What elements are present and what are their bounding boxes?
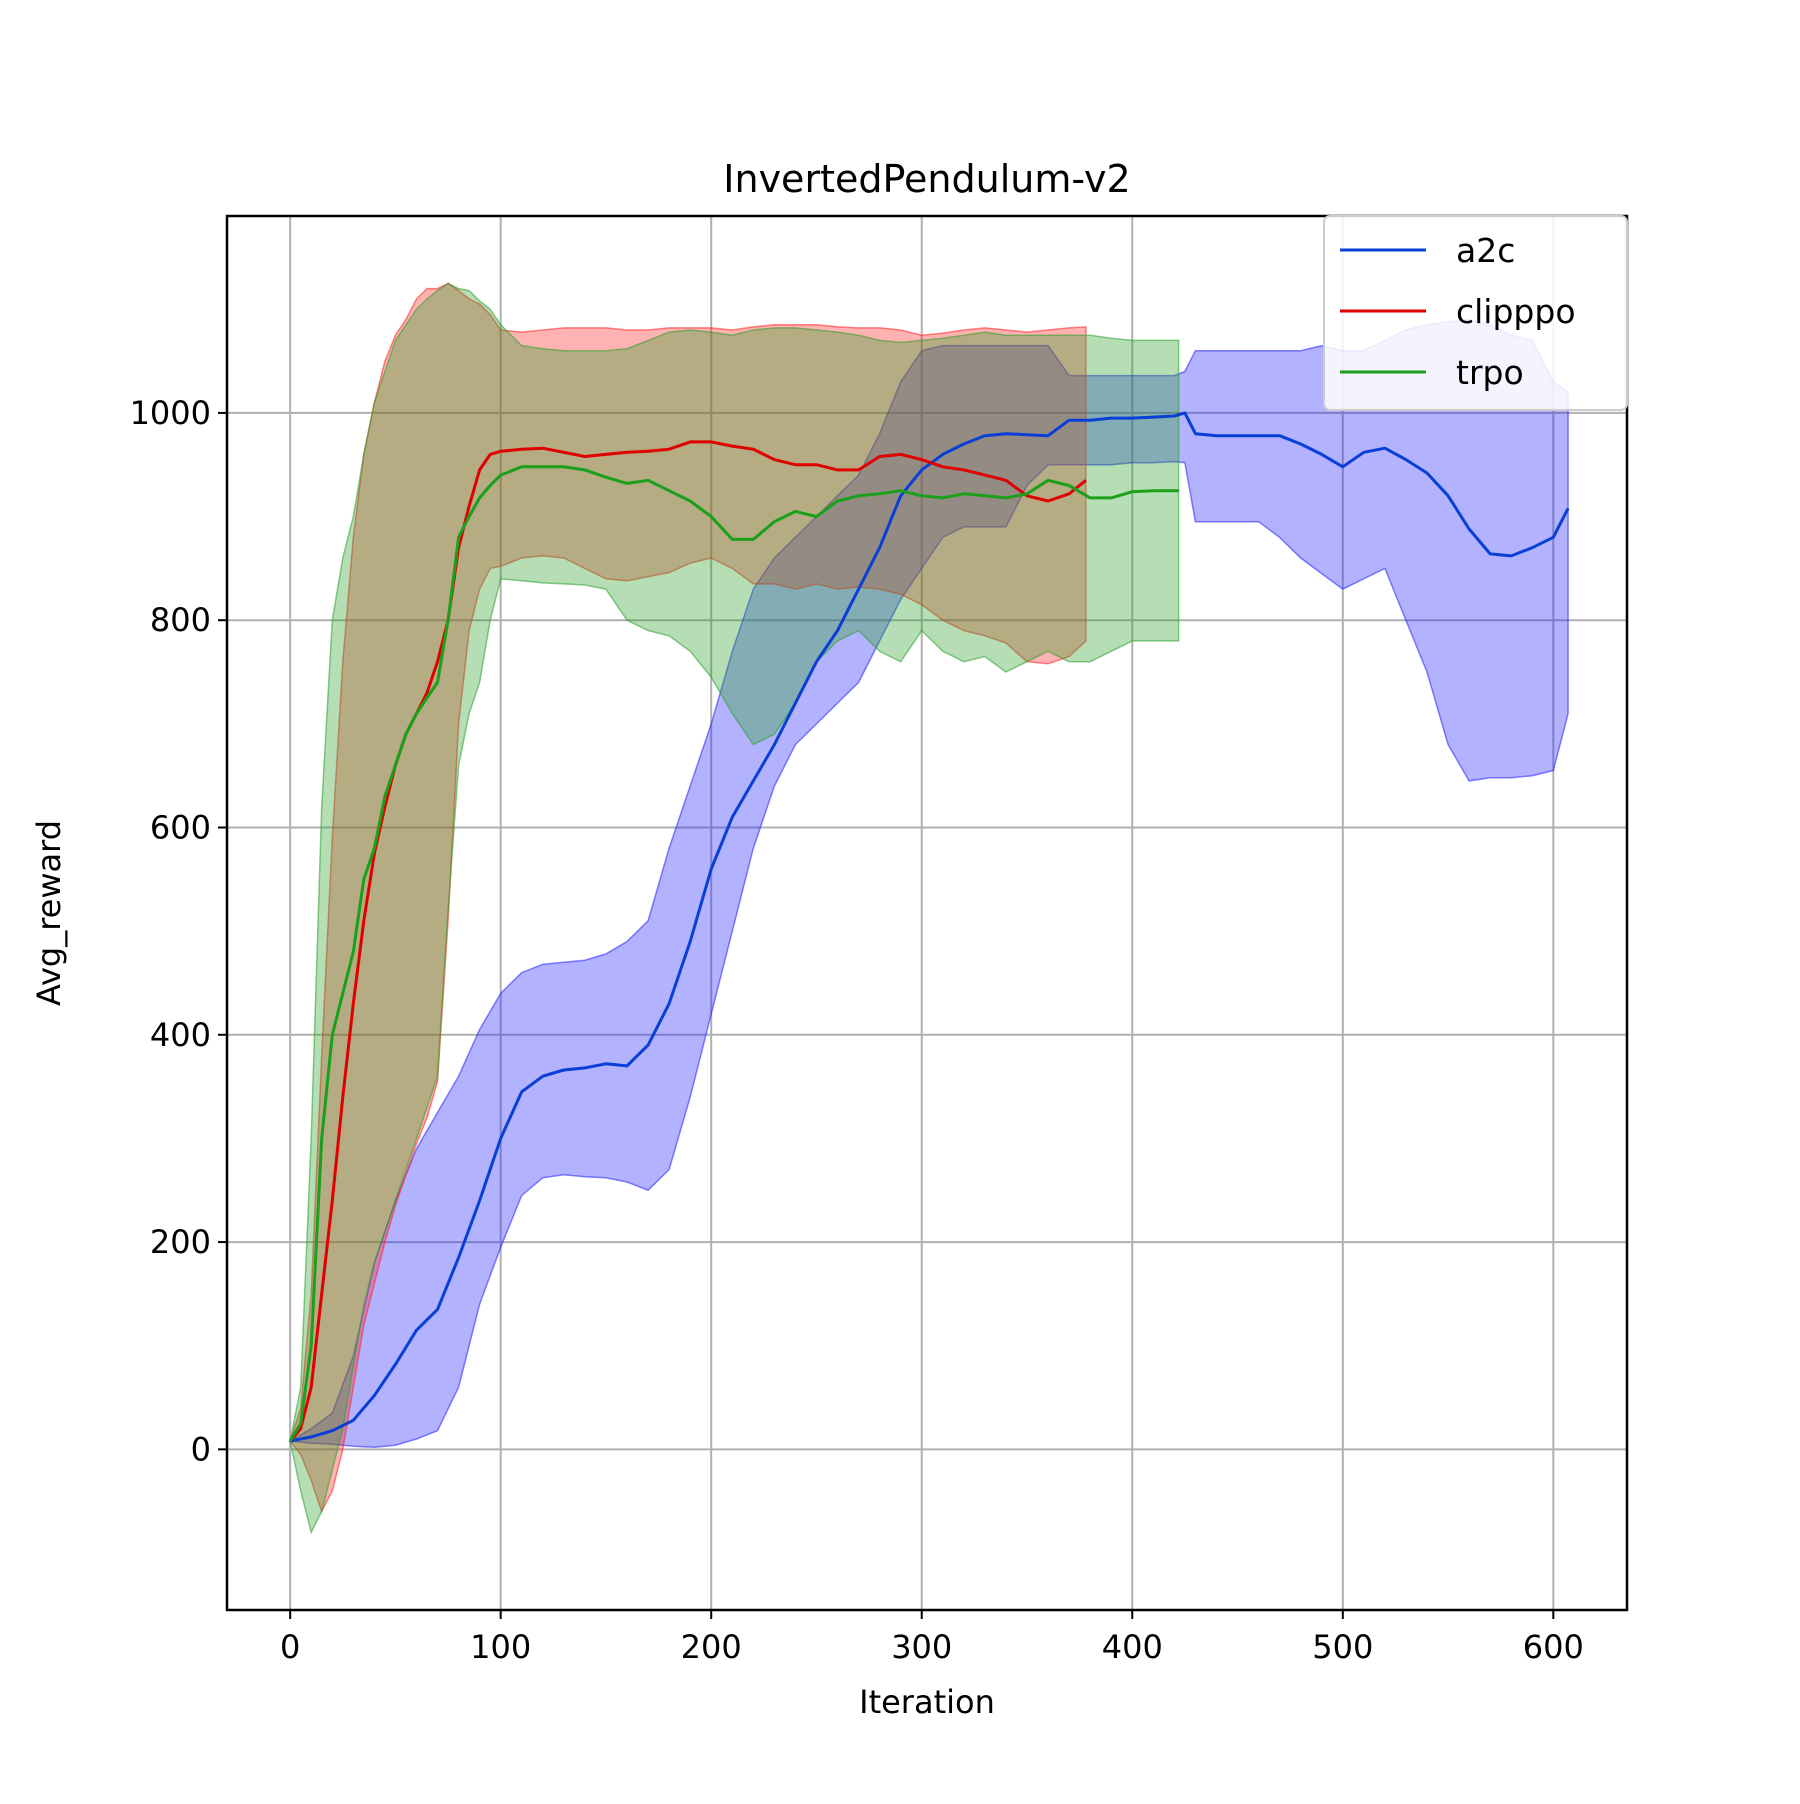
x-tick-label: 500: [1312, 1628, 1373, 1666]
y-axis-title: Avg_reward: [30, 820, 68, 1006]
y-tick-label: 0: [191, 1430, 211, 1468]
legend: a2c clipppo trpo: [1323, 215, 1628, 411]
y-tick-label: 400: [150, 1016, 211, 1054]
line-a2c: [289, 411, 1570, 1443]
series-lines: [288, 411, 1570, 1443]
chart-title: InvertedPendulum-v2: [723, 157, 1130, 201]
x-tick-label: 200: [681, 1628, 742, 1666]
x-axis-ticks: 0 100 200 300 400 500 600: [280, 1610, 1584, 1666]
y-tick-label: 1000: [130, 394, 211, 432]
line-clipppo: [289, 440, 1087, 1443]
grid-lines: [227, 216, 1627, 1610]
plot-area-frame: [225, 214, 1629, 1612]
y-tick-label: 200: [150, 1223, 211, 1261]
x-tick-label: 300: [891, 1628, 952, 1666]
legend-label-clipppo: clipppo: [1456, 292, 1576, 331]
band-clipppo: [289, 282, 1087, 1514]
x-tick-label: 600: [1523, 1628, 1584, 1666]
x-axis-title: Iteration: [859, 1683, 995, 1721]
line-trpo: [288, 465, 1179, 1442]
x-tick-label: 100: [470, 1628, 531, 1666]
band-a2c: [287, 318, 1569, 1449]
legend-label-trpo: trpo: [1456, 353, 1524, 392]
y-tick-label: 800: [150, 601, 211, 639]
y-tick-label: 600: [150, 808, 211, 846]
x-tick-label: 400: [1102, 1628, 1163, 1666]
y-axis-ticks: 0 200 400 600 800 1000: [130, 394, 227, 1468]
legend-box: [1323, 215, 1628, 411]
legend-label-a2c: a2c: [1456, 231, 1515, 270]
x-tick-label: 0: [280, 1628, 300, 1666]
